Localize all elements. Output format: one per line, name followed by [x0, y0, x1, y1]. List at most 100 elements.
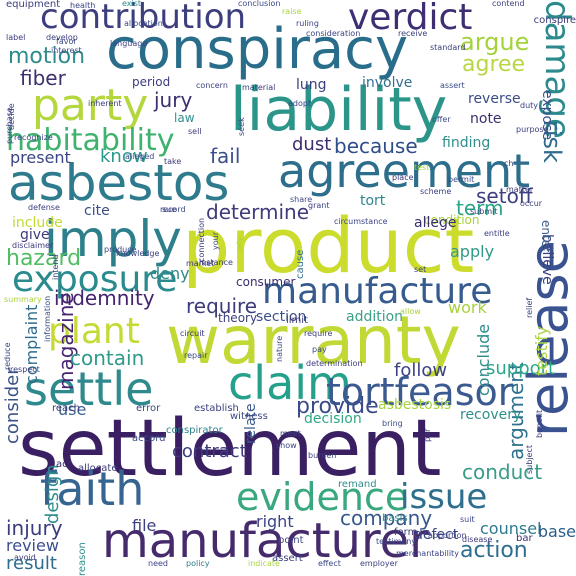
word-set: set: [414, 265, 427, 274]
word-relate: relate: [243, 403, 259, 444]
word-section: section: [256, 309, 307, 325]
word-law: law: [174, 111, 195, 125]
word-require: require: [186, 294, 258, 318]
word-circumstance: circumstance: [334, 217, 388, 226]
word-imply: imply: [44, 210, 182, 268]
word-inherent: inherent: [88, 99, 122, 108]
word-apportion: apportion: [428, 531, 467, 540]
word-allow: allow: [400, 307, 421, 316]
word-conclusion: conclusion: [238, 0, 281, 8]
word-plant: plant: [48, 311, 140, 352]
word-follow: follow: [394, 360, 448, 381]
word-settlement: settlement: [18, 404, 442, 494]
word-indicate: indicate: [248, 559, 280, 568]
word-contract: contract: [172, 441, 247, 462]
word-verdict: verdict: [348, 0, 473, 38]
word-basis: basis: [382, 513, 408, 524]
word-repair: repair: [184, 351, 208, 360]
word-permit: permit: [448, 175, 475, 184]
word-benefit: benefit: [535, 409, 544, 438]
word-record: record: [160, 205, 186, 214]
word-reason: reason: [77, 542, 88, 576]
word-note: note: [470, 111, 502, 127]
word-asbestosis: asbestosis: [378, 397, 452, 413]
word-determination: determination: [306, 359, 363, 368]
word-addition: addition: [346, 309, 404, 325]
word-contend: contend: [492, 0, 525, 8]
word-language: language: [110, 39, 148, 48]
word-adopt: adopt: [288, 99, 312, 108]
word-consumer: consumer: [236, 275, 296, 289]
word-evidence: evidence: [236, 475, 409, 519]
word-meet: meet: [280, 429, 301, 438]
word-policy: policy: [186, 559, 210, 568]
word-decide: decide: [7, 103, 16, 130]
word-party: party: [32, 80, 149, 131]
word-defect: defect: [414, 527, 459, 543]
word-knowledge: knowledge: [116, 249, 160, 258]
word-market: market: [186, 259, 215, 268]
word-raise: raise: [282, 7, 302, 16]
word-disease: disease: [462, 535, 493, 544]
word-work: work: [448, 298, 487, 317]
word-testimony: testimony: [376, 537, 417, 546]
word-conspirator: conspirator: [166, 425, 223, 436]
word-conclude: conclude: [474, 323, 493, 396]
word-assert: assert: [440, 81, 465, 90]
word-bar: bar: [516, 533, 533, 544]
word-asbestos: asbestos: [8, 154, 230, 212]
word-conspire: conspire: [533, 15, 576, 26]
word-claim: claim: [228, 356, 352, 410]
word-design: design: [42, 464, 63, 524]
word-deny: deny: [150, 264, 190, 283]
word-assert: assert: [272, 553, 303, 564]
word-exist: exist: [122, 0, 142, 8]
word-lung: lung: [296, 77, 327, 93]
word-magazine: magazine: [54, 292, 78, 390]
word-fiber: fiber: [20, 66, 66, 90]
word-subject: subject: [525, 445, 534, 474]
word-cause: cause: [295, 249, 306, 279]
word-defense: defense: [28, 203, 60, 212]
word-jury: jury: [154, 88, 193, 112]
word-submit: submit: [470, 207, 498, 216]
word-allocate: allocate: [78, 463, 118, 474]
word-concern: concern: [196, 81, 228, 90]
word-disclaimer: disclaimer: [12, 241, 54, 250]
word-faith: faith: [40, 462, 145, 516]
word-ch: ch: [504, 159, 514, 168]
word-term: term: [456, 196, 504, 220]
word-suit: suit: [460, 515, 475, 524]
word-occur: occur: [520, 199, 543, 208]
word-instance: instance: [199, 258, 233, 267]
word-ruling: ruling: [296, 19, 319, 28]
word-tortfeasor: tortfeasor: [326, 370, 514, 414]
word-burden: burden: [308, 451, 337, 460]
word-enter: enter: [539, 220, 553, 253]
word-know: know: [100, 146, 148, 167]
word-effect: effect: [318, 559, 341, 568]
word-argue: argue: [460, 28, 530, 56]
word-present: present: [10, 148, 71, 167]
word-limit: limit: [286, 315, 308, 326]
word-finding: finding: [442, 135, 491, 151]
word-base: base: [537, 522, 576, 541]
word-setoff: setoff: [476, 184, 533, 208]
word-entitle: entitle: [484, 229, 510, 238]
word-scheme: scheme: [420, 187, 452, 196]
word-period: period: [132, 75, 171, 89]
word-cite: cite: [84, 203, 110, 219]
word-intend: intend: [51, 254, 60, 281]
word-use: use: [58, 400, 87, 419]
word-connection: connection: [197, 217, 206, 262]
word-sell: sell: [188, 127, 202, 136]
word-rely: rely: [235, 237, 244, 252]
word-include: include: [12, 215, 63, 231]
word-need: need: [148, 559, 168, 568]
word-show: show: [276, 441, 297, 450]
word-determine: determine: [206, 200, 310, 224]
word-form: form: [394, 527, 418, 538]
word-pay: pay: [312, 345, 327, 354]
word-alleged: alleged: [125, 152, 155, 161]
word-relief: relief: [525, 297, 534, 318]
